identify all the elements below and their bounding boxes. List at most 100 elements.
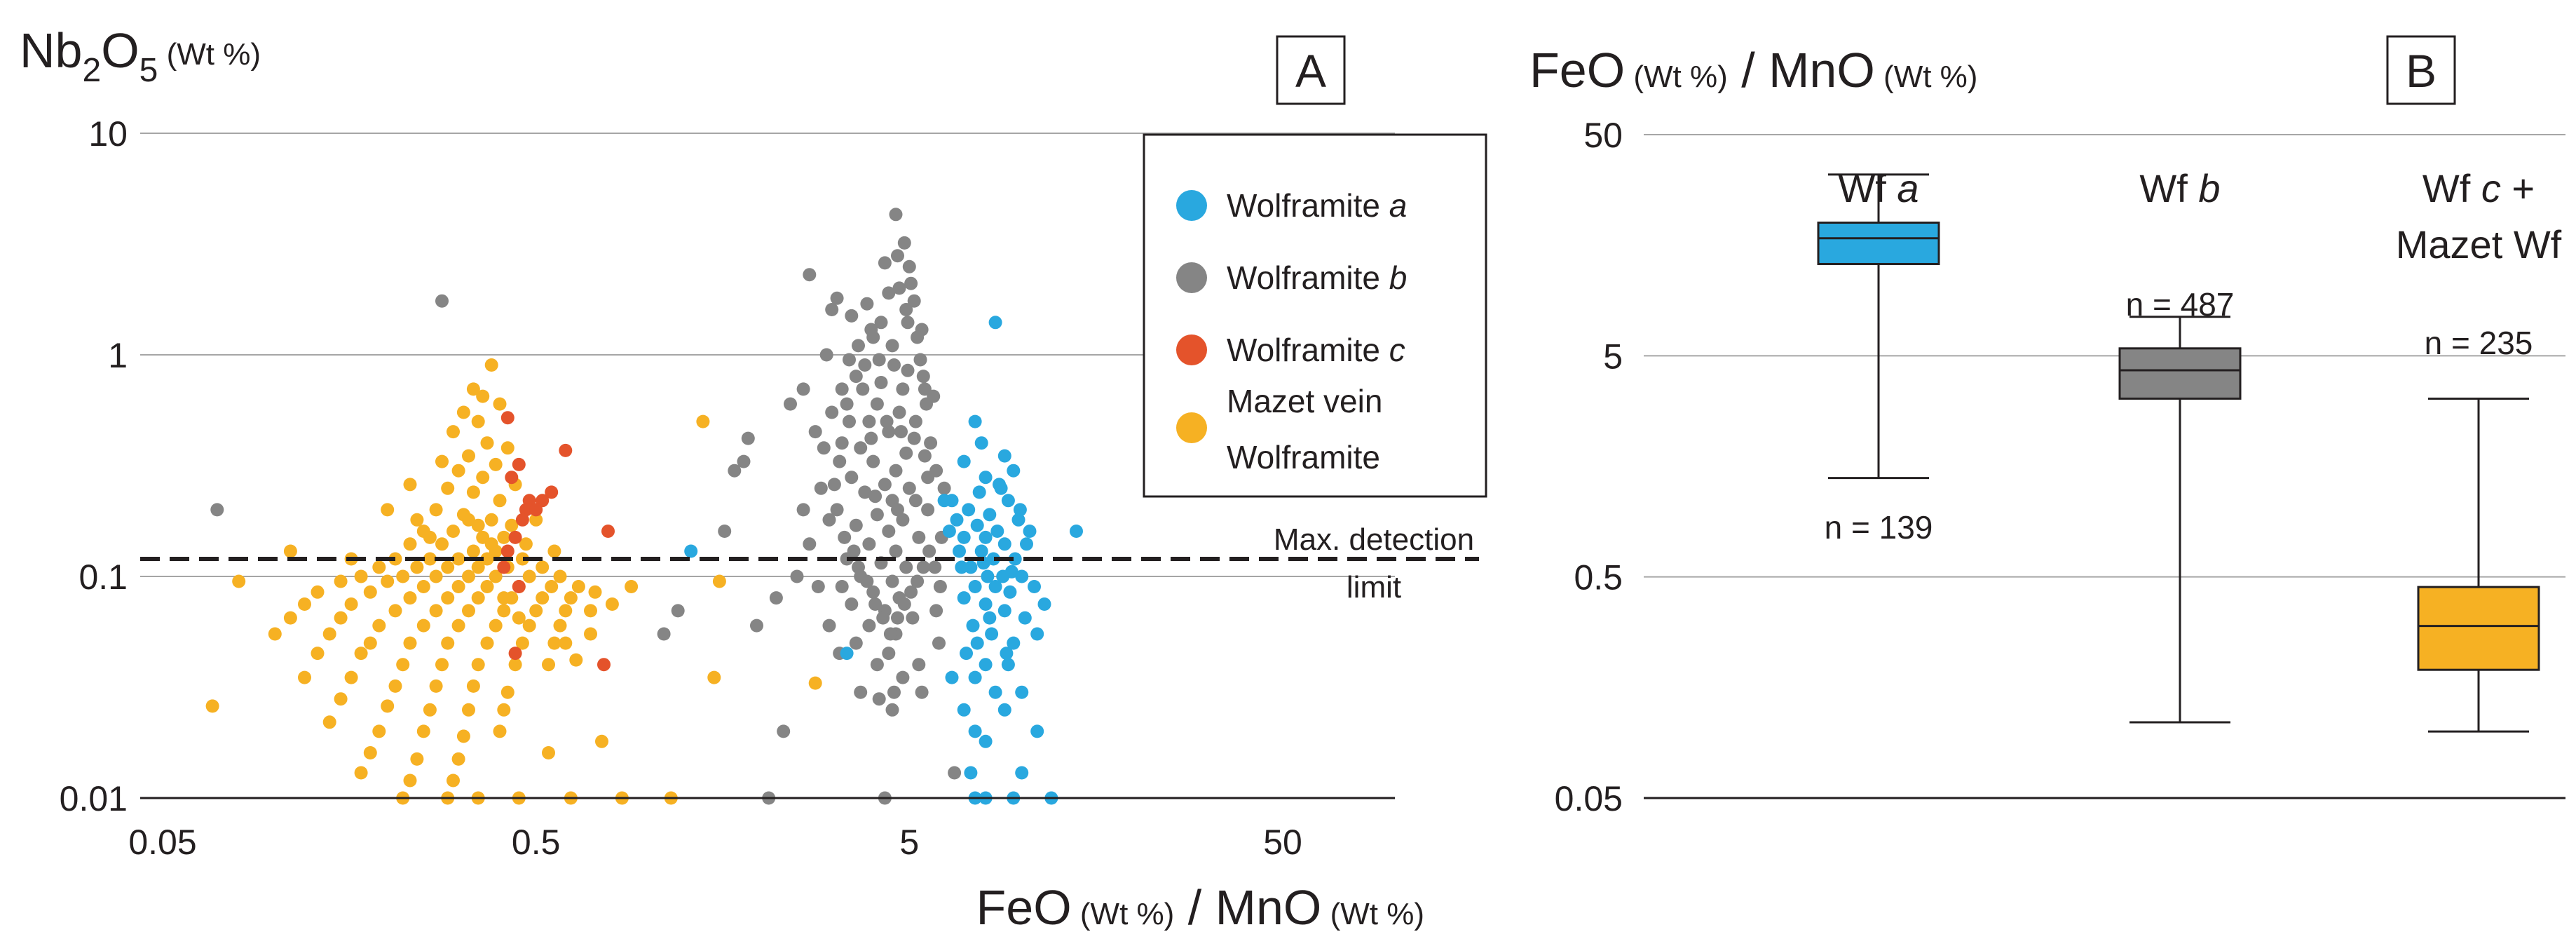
scatter-point-wf-a	[1020, 537, 1033, 551]
scatter-point-wf-b	[790, 569, 804, 583]
scatter-point-mazet	[311, 647, 325, 661]
scatter-point-mazet	[529, 604, 543, 618]
scatter-point-wf-b	[904, 585, 918, 599]
scatter-point-wf-a	[979, 530, 993, 544]
panel-a-x-tick-label: 0.05	[128, 823, 196, 862]
scatter-point-wf-a	[964, 766, 978, 780]
scatter-point-mazet	[712, 574, 726, 588]
scatter-point-wf-b	[845, 309, 859, 323]
scatter-point-mazet	[480, 580, 494, 593]
scatter-point-mazet	[451, 464, 465, 478]
scatter-point-wf-b	[864, 323, 878, 337]
scatter-point-wf-a	[974, 544, 988, 558]
scatter-point-wf-a	[1007, 636, 1021, 650]
scatter-point-wf-a	[840, 647, 854, 661]
scatter-point-mazet	[480, 552, 494, 566]
scatter-point-wf-a	[997, 537, 1011, 551]
scatter-point-mazet	[547, 544, 561, 558]
scatter-point-wf-a	[997, 449, 1011, 463]
legend-label-c: Wolframite c	[1227, 332, 1405, 368]
box-wf-b-iqr	[2118, 347, 2242, 400]
scatter-point-mazet	[403, 636, 417, 650]
scatter-point-wf-b	[922, 544, 936, 558]
scatter-point-mazet	[403, 591, 417, 605]
scatter-point-mazet	[311, 585, 325, 599]
panel-a-y-axis-title: Nb2O5 (Wt %)	[20, 23, 261, 89]
scatter-point-mazet	[354, 569, 368, 583]
scatter-point-wf-b	[912, 530, 926, 544]
scatter-point-wf-b	[911, 330, 925, 344]
scatter-point-mazet	[471, 414, 485, 428]
scatter-point-mazet	[497, 604, 511, 618]
scatter-point-mazet	[542, 746, 555, 759]
scatter-point-wf-b	[894, 425, 908, 439]
scatter-point-wf-b	[868, 489, 882, 504]
scatter-point-wf-b	[948, 766, 962, 780]
scatter-point-wf-b	[889, 208, 903, 222]
scatter-point-wf-b	[899, 560, 913, 574]
scatter-point-mazet	[559, 636, 573, 650]
scatter-point-wf-c	[508, 647, 522, 661]
box-mazet-iqr	[2417, 586, 2540, 671]
scatter-point-mazet	[564, 591, 578, 605]
scatter-point-mazet	[441, 481, 455, 495]
scatter-point-mazet	[605, 597, 619, 611]
n-label-wf-c: n = 235	[2425, 325, 2533, 361]
scatter-point-wf-a	[990, 525, 1004, 538]
panel-b-label: B	[2406, 45, 2437, 97]
scatter-point-mazet	[334, 692, 348, 706]
scatter-point-wf-a	[964, 560, 978, 574]
scatter-point-mazet	[515, 636, 529, 650]
scatter-point-mazet	[584, 627, 597, 641]
scatter-point-wf-a	[945, 670, 959, 684]
scatter-point-wf-b	[908, 494, 922, 508]
scatter-point-mazet	[489, 457, 503, 471]
scatter-point-wf-b	[908, 414, 922, 428]
scatter-point-wf-b	[920, 397, 933, 411]
box-wf-a-iqr	[1817, 221, 1940, 265]
scatter-point-mazet	[372, 619, 386, 633]
scatter-point-mazet	[441, 560, 455, 574]
scatter-point-wf-c	[519, 503, 533, 517]
scatter-point-wf-a	[988, 580, 1002, 593]
scatter-point-wf-c	[497, 560, 511, 574]
scatter-point-wf-a	[1023, 525, 1037, 538]
scatter-point-wf-b	[866, 454, 880, 468]
scatter-point-wf-a	[953, 544, 966, 558]
scatter-point-wf-a	[955, 560, 969, 574]
scatter-point-mazet	[388, 679, 402, 693]
scatter-point-wf-b	[892, 405, 906, 419]
box-wf-b	[2118, 316, 2242, 724]
box-mazet	[2417, 397, 2540, 733]
scatter-point-wf-b	[741, 431, 755, 445]
scatter-point-wf-b	[891, 249, 904, 263]
scatter-point-wf-a	[968, 670, 982, 684]
scatter-point-mazet	[466, 544, 480, 558]
scatter-point-mazet	[334, 574, 348, 588]
scatter-point-wf-a	[1001, 658, 1015, 672]
scatter-point-wf-a	[957, 591, 971, 605]
panel-a-y-tick-label: 1	[108, 336, 128, 375]
scatter-point-mazet	[466, 485, 480, 499]
scatter-point-mazet	[519, 537, 533, 551]
scatter-point-wf-c	[529, 503, 543, 517]
panel-a-x-axis-title: FeO (Wt %) / MnO (Wt %)	[976, 880, 1424, 935]
scatter-point-wf-a	[988, 316, 1002, 330]
scatter-point-wf-b	[889, 464, 903, 478]
scatter-point-wf-b	[864, 431, 878, 445]
scatter-point-wf-a	[968, 580, 982, 593]
scatter-point-mazet	[403, 537, 417, 551]
scatter-point-mazet	[396, 569, 410, 583]
scatter-point-wf-b	[932, 636, 946, 650]
scatter-point-wf-a	[988, 685, 1002, 699]
scatter-point-wf-a	[1013, 503, 1027, 517]
scatter-point-wf-a	[979, 658, 993, 672]
scatter-point-wf-b	[849, 636, 863, 650]
scatter-point-wf-b	[845, 471, 859, 485]
scatter-point-wf-b	[897, 236, 911, 250]
scatter-point-mazet	[497, 530, 511, 544]
scatter-point-wf-c	[500, 411, 514, 425]
scatter-point-wf-a	[1070, 525, 1083, 538]
scatter-point-wf-a	[1004, 565, 1018, 579]
